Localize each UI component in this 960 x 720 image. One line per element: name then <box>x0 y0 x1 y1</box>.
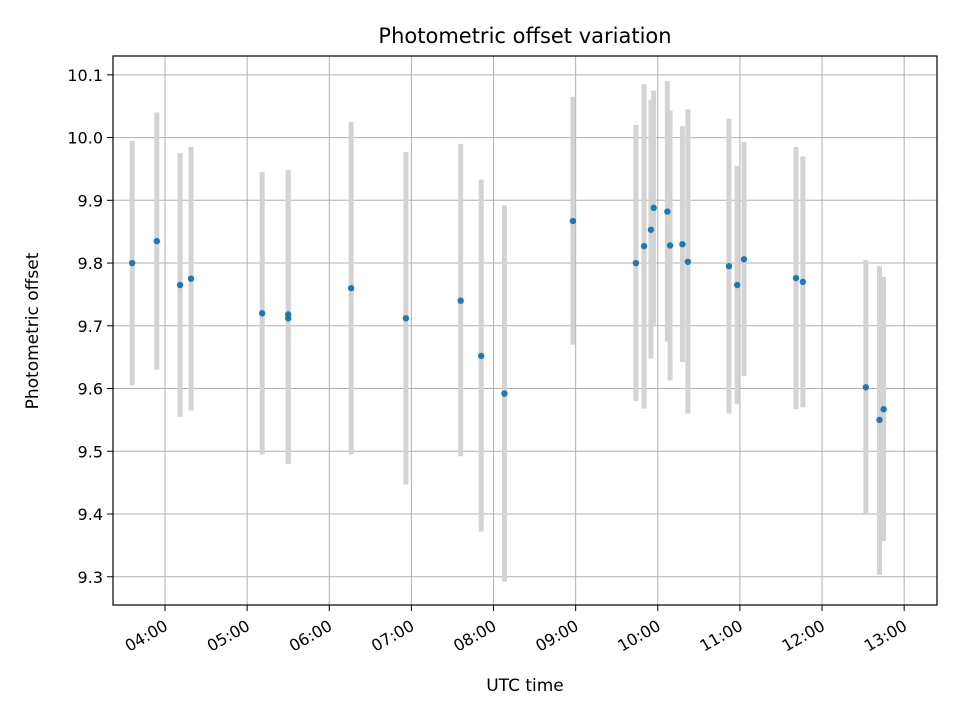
data-point <box>347 284 355 292</box>
data-point <box>725 262 733 270</box>
y-tick-label: 10.1 <box>67 66 103 85</box>
data-point <box>799 278 807 286</box>
data-point <box>647 226 655 233</box>
data-point <box>128 259 136 267</box>
data-point <box>285 311 292 318</box>
data-points <box>128 204 887 424</box>
y-tick-label: 9.5 <box>78 442 103 461</box>
grid <box>113 56 937 605</box>
data-point <box>457 297 464 304</box>
x-axis-label: UTC time <box>486 676 564 696</box>
y-tick-label: 9.9 <box>78 191 103 210</box>
data-point <box>402 315 410 322</box>
data-point <box>740 256 748 263</box>
data-point <box>632 259 640 267</box>
data-point <box>569 217 577 225</box>
data-point <box>176 281 184 289</box>
y-axis: 9.3 9.4 9.5 9.6 9.7 9.8 9.9 10.0 10.1 <box>67 66 113 587</box>
data-point <box>792 274 800 282</box>
data-point <box>679 241 686 248</box>
data-point <box>650 204 657 212</box>
data-point <box>880 406 887 413</box>
y-tick-label: 9.3 <box>78 568 103 587</box>
data-point <box>477 352 485 360</box>
plot-frame <box>112 55 938 606</box>
chart-title: Photometric offset variation <box>378 24 671 48</box>
y-tick-label: 9.8 <box>78 254 103 273</box>
data-point <box>876 416 883 424</box>
data-point <box>640 242 648 250</box>
y-tick-label: 9.6 <box>78 380 103 399</box>
y-tick-label: 9.7 <box>78 317 103 336</box>
data-point <box>258 310 266 317</box>
y-axis-label: Photometric offset <box>23 252 43 409</box>
data-point <box>153 237 161 245</box>
data-point <box>733 281 741 289</box>
data-point <box>187 275 195 282</box>
y-tick-label: 9.4 <box>78 505 103 524</box>
data-point <box>501 390 508 397</box>
y-tick-label: 10.0 <box>67 129 103 148</box>
data-point <box>684 258 692 265</box>
data-point <box>664 208 671 215</box>
data-point <box>666 242 674 249</box>
data-point <box>862 384 870 391</box>
